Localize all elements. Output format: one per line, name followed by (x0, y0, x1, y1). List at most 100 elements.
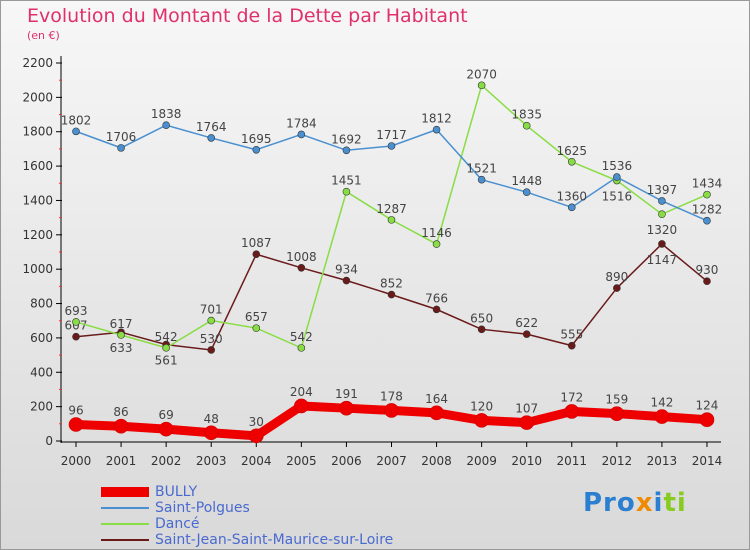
data-label: 701 (200, 303, 223, 317)
data-label: 693 (65, 304, 88, 318)
data-label: 2070 (466, 67, 497, 81)
data-label: 1521 (466, 162, 497, 176)
data-point (658, 240, 666, 248)
data-label: 1451 (331, 174, 362, 188)
data-label: 766 (425, 291, 448, 305)
y-tick-label: 2000 (22, 90, 53, 104)
y-tick-label: 1800 (22, 125, 53, 139)
data-point (117, 331, 125, 339)
data-point (658, 197, 666, 205)
x-tick-label: 2014 (692, 454, 723, 468)
data-point (68, 417, 84, 432)
data-label: 1625 (556, 144, 587, 158)
data-label: 30 (249, 415, 264, 429)
data-point (522, 188, 531, 197)
proxiti-logo: Proxiti (583, 488, 687, 518)
data-point (297, 344, 306, 352)
data-label: 48 (204, 412, 219, 426)
data-point (297, 264, 306, 272)
data-point (658, 210, 666, 218)
data-label: 1784 (286, 116, 317, 130)
data-label: 657 (245, 310, 268, 324)
y-tick-label: 0 (45, 434, 53, 448)
data-label: 1695 (241, 132, 272, 146)
data-point (567, 341, 576, 350)
data-label: 1397 (647, 183, 678, 197)
data-label: 930 (696, 263, 719, 277)
y-tick-label: 800 (30, 297, 53, 311)
data-label: 542 (155, 330, 178, 344)
x-tick-label: 2013 (647, 454, 678, 468)
data-label: 120 (470, 399, 493, 413)
chart-title: Evolution du Montant de la Dette par Hab… (27, 5, 468, 27)
data-point (339, 400, 354, 416)
data-point (387, 216, 396, 224)
data-point (522, 330, 531, 338)
y-unit: (en €) (27, 29, 60, 42)
y-tick-label: 2200 (22, 56, 53, 70)
data-point (432, 305, 441, 314)
data-label: 191 (335, 387, 358, 401)
data-label: 69 (158, 408, 173, 422)
data-label: 622 (515, 316, 538, 330)
x-tick-label: 2005 (286, 454, 317, 468)
data-label: 1717 (376, 128, 407, 142)
legend-item: Saint-Jean-Saint-Maurice-sur-Loire (101, 532, 393, 548)
legend-label: BULLY (155, 484, 198, 500)
x-tick-label: 2010 (511, 454, 542, 468)
y-tick-label: 1600 (22, 159, 53, 173)
series-BULLY: 96 86 69 48 30 204 191 178 164 120 107 172 159 142 124 (68, 385, 718, 444)
data-label: 1287 (376, 202, 407, 216)
legend-swatch (101, 539, 149, 541)
x-tick-label: 2012 (602, 454, 633, 468)
data-label: 1434 (692, 177, 723, 191)
data-label: 1764 (196, 120, 227, 134)
data-point (432, 125, 441, 134)
data-point (703, 277, 711, 286)
data-point (294, 398, 309, 414)
data-label: 934 (335, 263, 358, 277)
data-point (72, 127, 80, 136)
data-label: 561 (155, 354, 178, 368)
data-label: 107 (515, 402, 538, 416)
data-point (207, 134, 216, 142)
data-point (477, 81, 486, 90)
data-label: 159 (605, 393, 628, 407)
legend-label: Saint-Polgues (155, 500, 250, 516)
data-point (522, 121, 531, 130)
data-point (252, 250, 261, 259)
data-point (252, 145, 261, 154)
data-point (252, 324, 261, 332)
data-label: 1147 (647, 253, 678, 267)
data-point (387, 290, 396, 299)
data-point (162, 121, 170, 129)
data-label: 1516 (602, 190, 633, 204)
data-label: 617 (110, 317, 133, 331)
data-label: 1146 (421, 226, 452, 240)
data-label: 1448 (511, 174, 542, 188)
x-tick-label: 2011 (556, 454, 587, 468)
data-label: 204 (290, 385, 313, 399)
data-label: 1536 (602, 159, 633, 173)
data-point (567, 203, 576, 212)
legend-swatch (101, 487, 149, 497)
data-point (474, 413, 489, 428)
legend-swatch (101, 507, 149, 509)
data-point (703, 216, 711, 225)
x-tick-label: 2001 (106, 454, 137, 468)
x-tick-label: 2006 (331, 454, 362, 468)
legend-label: Dancé (155, 516, 200, 532)
data-label: 530 (200, 332, 223, 346)
legend-item: BULLY (101, 484, 197, 500)
data-point (429, 405, 444, 421)
data-point (203, 425, 219, 441)
y-tick-label: 200 (30, 400, 53, 414)
series-Dancé: 693 617 542 701 657 542 1451 1287 1146 2070 1835 16… (65, 67, 723, 352)
data-label: 1692 (331, 132, 362, 146)
data-point (248, 428, 264, 444)
data-point (342, 187, 351, 196)
legend-item: Dancé (101, 516, 200, 532)
data-point (342, 146, 351, 155)
data-label: 96 (68, 404, 83, 418)
data-point (162, 344, 170, 352)
